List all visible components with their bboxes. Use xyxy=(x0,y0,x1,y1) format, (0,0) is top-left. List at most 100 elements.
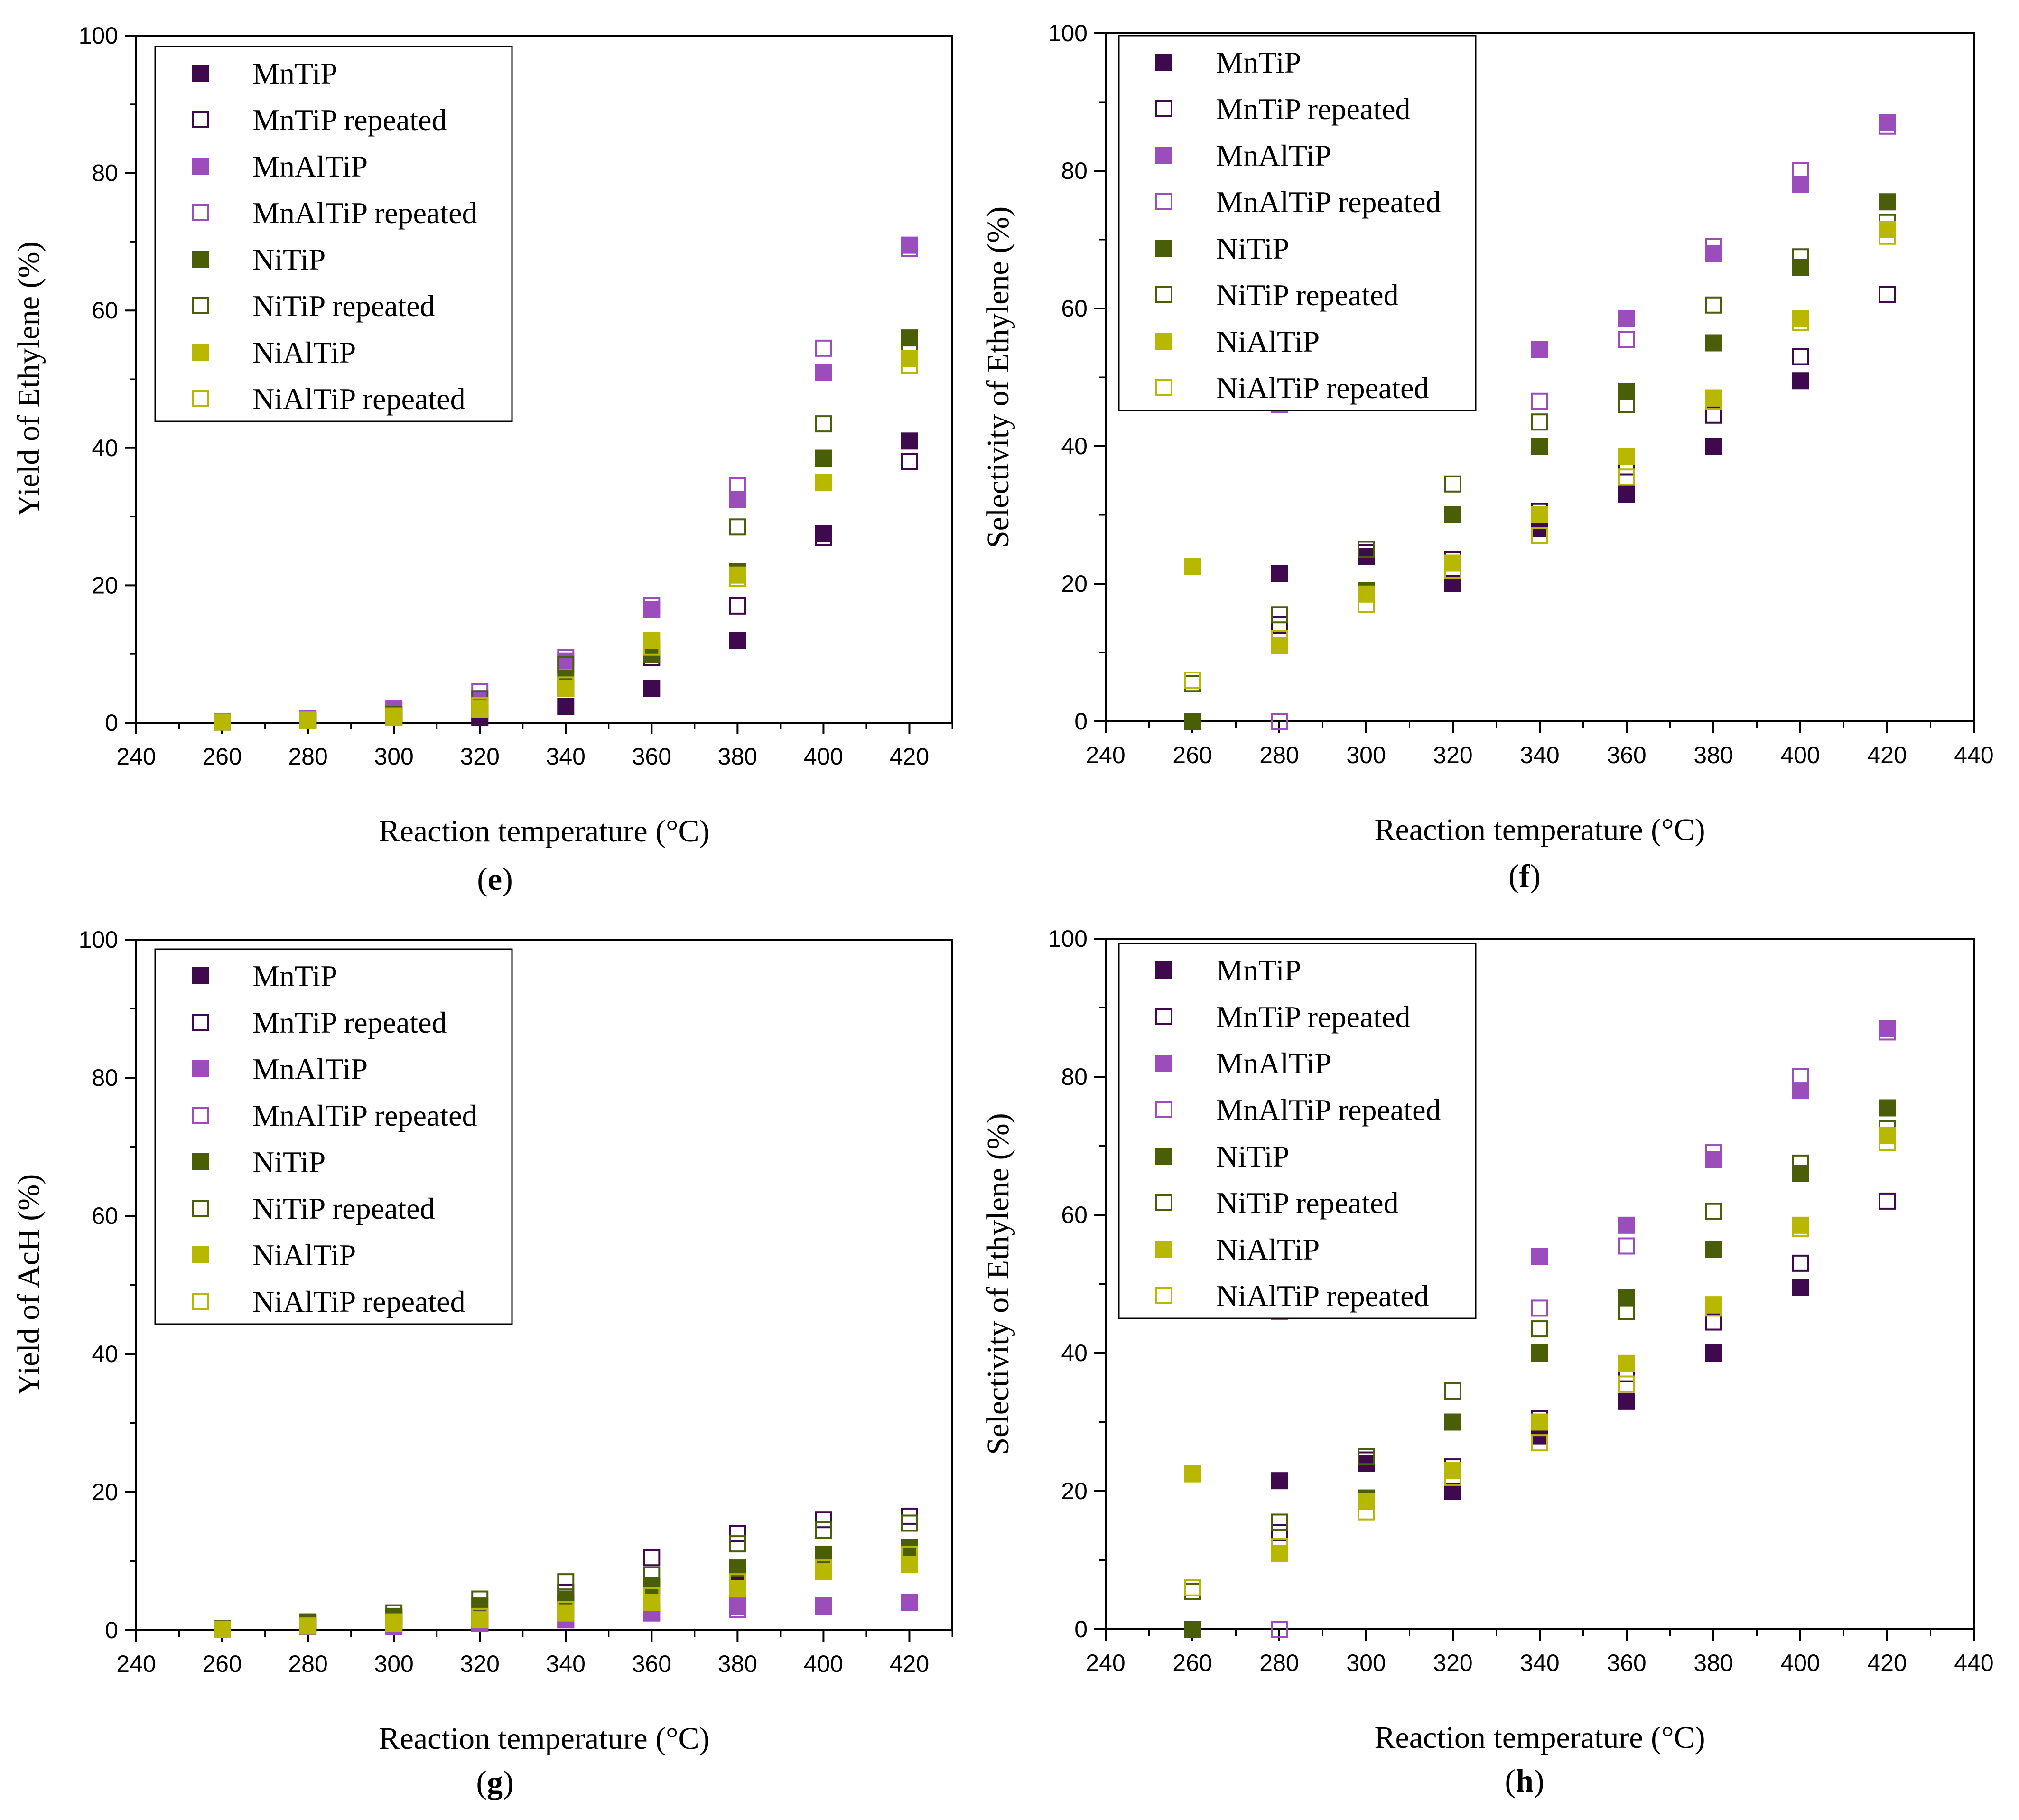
x-tick-label: 300 xyxy=(1346,1650,1386,1676)
data-point-mnaltip-rep xyxy=(1705,238,1722,255)
y-axis-title: Yield of Ethylene (%) xyxy=(11,242,46,517)
data-point-nialtip-rep xyxy=(1879,1134,1896,1151)
data-point-mntip xyxy=(643,680,661,697)
data-point-mnaltip xyxy=(815,364,832,381)
data-point-nialtip xyxy=(815,474,832,491)
data-point-nialtip-rep xyxy=(1792,314,1809,331)
legend-label: MnAlTiP repeated xyxy=(1216,1093,1441,1127)
data-point-mntip xyxy=(815,525,832,542)
data-point-nialtip xyxy=(815,1563,832,1580)
legend-label: NiTiP xyxy=(1216,232,1289,265)
data-point-mntip-rep xyxy=(1792,348,1809,365)
data-point-mnaltip-rep xyxy=(1792,1068,1809,1085)
x-tick-label: 340 xyxy=(1520,742,1559,768)
data-point-mnaltip xyxy=(901,1594,918,1611)
data-point-mntip-rep xyxy=(1879,286,1896,303)
data-point-nialtip-rep xyxy=(557,1601,575,1618)
data-point-nialtip-rep xyxy=(1184,1579,1201,1596)
data-point-nitip-rep xyxy=(1358,541,1375,558)
legend-marker xyxy=(1155,240,1172,257)
data-point-mnaltip xyxy=(643,601,661,618)
legend-label: NiAlTiP xyxy=(252,1238,356,1272)
data-point-mnaltip xyxy=(901,236,918,254)
legend-label: MnAlTiP repeated xyxy=(252,196,477,230)
legend-box xyxy=(154,46,513,422)
data-point-mnaltip-rep xyxy=(729,1601,746,1618)
data-point-nialtip xyxy=(471,1611,489,1629)
legend-label: NiTiP xyxy=(252,243,326,276)
y-tick-label: 0 xyxy=(1074,1616,1088,1643)
x-tick-label: 400 xyxy=(1780,742,1820,768)
data-point-mntip xyxy=(1618,1392,1635,1410)
x-tick-label: 280 xyxy=(1259,1650,1299,1676)
legend-marker xyxy=(1155,1148,1172,1165)
x-tick-label: 320 xyxy=(460,1651,499,1677)
data-point-nitip-rep xyxy=(815,415,832,433)
x-tick-label: 320 xyxy=(460,743,499,770)
legend-label: NiTiP repeated xyxy=(1216,278,1399,312)
legend-label: NiTiP repeated xyxy=(1216,1186,1399,1220)
y-tick-label: 100 xyxy=(79,22,118,49)
data-point-nialtip-rep xyxy=(1184,672,1201,689)
data-point-mntip xyxy=(1618,485,1635,503)
data-point-mntip-rep xyxy=(901,453,918,470)
data-point-nialtip xyxy=(471,700,489,718)
y-tick-label: 100 xyxy=(79,926,118,953)
legend-marker xyxy=(1155,961,1172,979)
legend-marker xyxy=(192,297,209,314)
data-point-nialtip-rep xyxy=(643,638,661,656)
legend-marker xyxy=(192,65,209,82)
y-tick-label: 0 xyxy=(105,1617,118,1643)
y-tick-label: 60 xyxy=(92,1203,118,1229)
data-point-mntip xyxy=(1705,1344,1722,1362)
legend-marker xyxy=(192,204,209,221)
data-point-mntip-rep xyxy=(815,529,832,546)
x-tick-label: 280 xyxy=(288,1651,327,1677)
data-point-nialtip xyxy=(557,1604,575,1622)
y-tick-label: 100 xyxy=(1048,925,1088,952)
legend-label: NiAlTiP repeated xyxy=(252,382,465,416)
data-point-nialtip xyxy=(299,712,317,729)
data-point-mntip-rep xyxy=(729,1525,746,1542)
x-tick-label: 360 xyxy=(1607,1650,1646,1676)
data-point-mnaltip-rep xyxy=(1531,1299,1548,1317)
x-tick-label: 420 xyxy=(890,743,929,770)
data-point-nialtip xyxy=(1531,1413,1548,1431)
x-tick-label: 360 xyxy=(632,1651,671,1677)
y-tick-label: 40 xyxy=(1061,433,1088,459)
y-tick-label: 20 xyxy=(1061,570,1088,597)
data-point-mnaltip-rep xyxy=(643,597,661,615)
legend-marker xyxy=(1155,193,1172,210)
x-tick-label: 380 xyxy=(718,1651,757,1677)
data-point-nitip xyxy=(643,1577,661,1594)
legend-label: MnTiP xyxy=(1216,953,1301,987)
data-point-mnaltip-rep xyxy=(1618,331,1635,348)
data-point-nitip xyxy=(1705,334,1722,352)
legend-marker xyxy=(1155,286,1172,303)
data-point-mnaltip-rep xyxy=(1879,117,1896,135)
legend-label: NiTiP xyxy=(252,1145,326,1179)
data-point-mntip-rep xyxy=(1271,616,1288,634)
x-tick-label: 240 xyxy=(1086,742,1125,768)
data-point-nitip-rep xyxy=(815,1521,832,1539)
data-point-nialtip xyxy=(1705,389,1722,407)
x-tick-label: 300 xyxy=(374,1651,413,1677)
x-tick-label: 260 xyxy=(1172,1650,1212,1676)
data-point-nialtip-rep xyxy=(1705,1299,1722,1317)
x-tick-label: 420 xyxy=(890,1651,929,1677)
legend-marker xyxy=(192,158,209,175)
data-point-mntip-rep xyxy=(1271,1524,1288,1541)
legend-marker xyxy=(1155,1101,1172,1118)
legend-label: NiAlTiP xyxy=(1216,1232,1320,1266)
data-point-nialtip-rep xyxy=(214,713,231,731)
data-point-nitip xyxy=(1184,713,1201,730)
data-point-nialtip-rep xyxy=(385,1613,403,1631)
y-axis-title: Yield of AcH (%) xyxy=(11,1174,46,1396)
data-point-nialtip-rep xyxy=(729,1573,746,1591)
legend-label: MnTiP repeated xyxy=(252,1006,447,1039)
x-tick-label: 320 xyxy=(1433,1650,1472,1676)
data-point-nialtip-rep xyxy=(1444,1468,1461,1486)
x-tick-label: 260 xyxy=(202,1651,242,1677)
data-point-nitip-rep xyxy=(1444,1382,1461,1400)
